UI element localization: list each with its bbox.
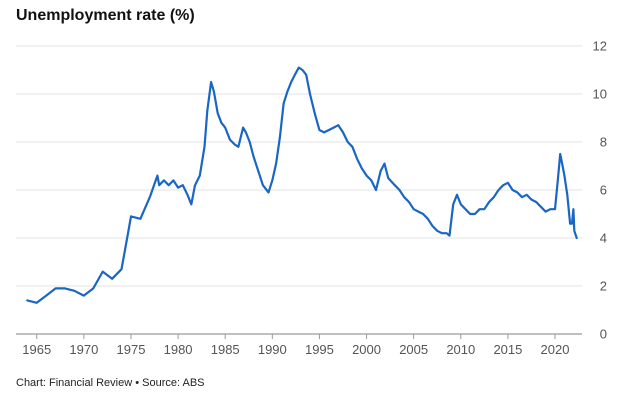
x-tick-label: 1970 [69, 342, 98, 357]
x-tick-label: 1985 [211, 342, 240, 357]
x-tick-label: 2010 [446, 342, 475, 357]
unemployment-line [26, 66, 578, 304]
x-tick-label: 2020 [541, 342, 570, 357]
x-tick-label: 1995 [305, 342, 334, 357]
y-tick-label: 12 [593, 39, 607, 54]
gridlines [16, 45, 582, 335]
x-tick-label: 1965 [22, 342, 51, 357]
x-tick-label: 1980 [164, 342, 193, 357]
y-tick-label: 2 [600, 279, 607, 294]
chart-source-footer: Chart: Financial Review • Source: ABS [16, 377, 205, 389]
x-tick-label: 2015 [493, 342, 522, 357]
y-tick-label: 0 [600, 327, 607, 342]
x-tick-label: 2000 [352, 342, 381, 357]
x-tick-label: 2005 [399, 342, 428, 357]
x-tick-label: 1975 [117, 342, 146, 357]
y-axis-ticks: 0 2 4 6 8 10 12 [593, 39, 607, 342]
y-tick-label: 8 [600, 135, 607, 150]
y-tick-label: 6 [600, 183, 607, 198]
x-axis-ticks: 1965 1970 1975 1980 1985 1990 1995 2000 2005 2010… [22, 334, 569, 357]
y-tick-label: 4 [600, 231, 607, 246]
chart-title: Unemployment rate (%) [16, 7, 195, 24]
x-tick-label: 1990 [258, 342, 287, 357]
y-tick-label: 10 [593, 87, 607, 102]
